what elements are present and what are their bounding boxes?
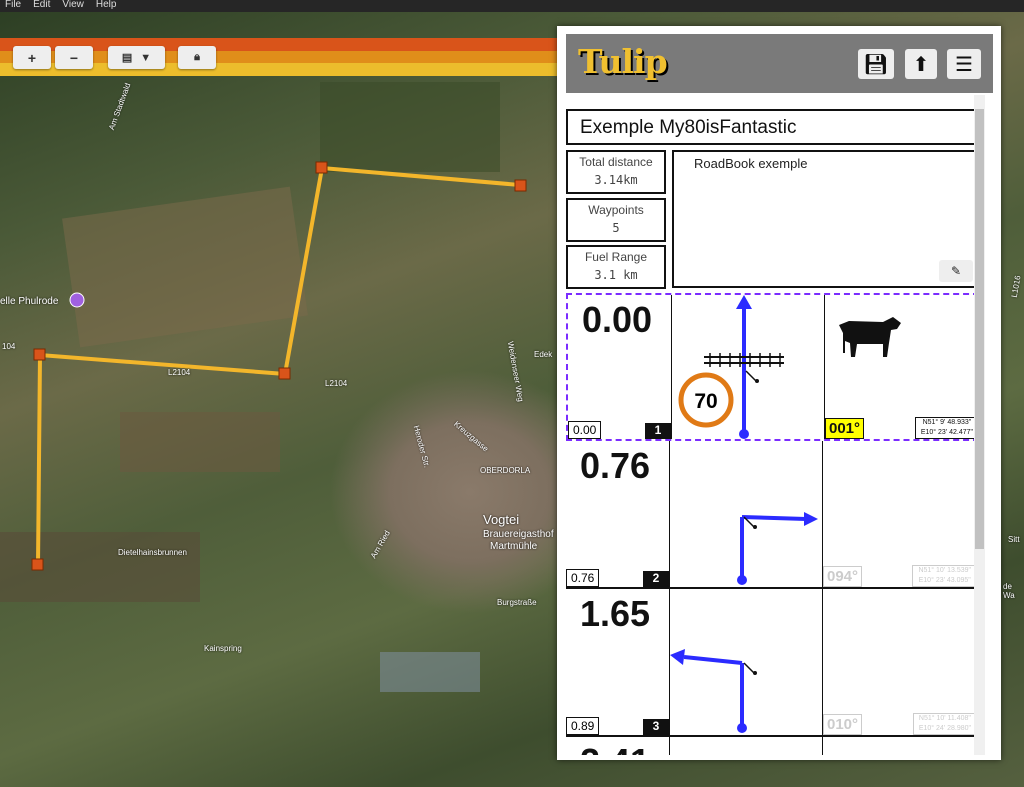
waypoint-row[interactable]: 2.41: [566, 737, 979, 755]
waypoint-row[interactable]: 0.00 0.00 1 70 001° N51° 9' 48.933" E10° 23…: [566, 293, 979, 441]
tulip-start: [739, 429, 749, 439]
map-layers-icon: ▤: [121, 52, 133, 64]
total-distance: 2.41: [580, 741, 650, 755]
save-button[interactable]: 💾︎: [858, 49, 894, 79]
map-label: de Wa: [1003, 582, 1015, 600]
waypoint-marker: [33, 348, 46, 361]
lock-icon: 🔒︎: [194, 51, 200, 63]
total-distance: 0.00: [582, 299, 653, 340]
menu-bar: File Edit View Help: [0, 0, 1024, 12]
speed-limit-value: 70: [694, 390, 717, 413]
stat-value: 5: [612, 221, 620, 235]
route-layer: [31, 161, 527, 571]
poi-marker: [69, 292, 85, 308]
heading: 010°: [823, 714, 863, 735]
save-icon: 💾︎: [863, 53, 889, 76]
waypoint-marker: [31, 558, 44, 571]
railroad-crossing-icon: [704, 353, 784, 367]
edit-description-button[interactable]: ✎: [939, 260, 973, 282]
upload-icon: ⬆: [912, 53, 930, 76]
total-distance: 0.76: [580, 445, 651, 486]
stat-value: 3.14km: [594, 173, 638, 187]
stat-label: Fuel Range: [584, 250, 648, 264]
speed-limit-sign: [678, 372, 734, 428]
map-label: Dietelhainsbrunnen: [118, 548, 187, 557]
scrollbar[interactable]: [974, 95, 985, 755]
zoom-out-button[interactable]: −: [55, 46, 93, 69]
stat-value: 3.1 km: [594, 268, 638, 282]
map-label: Martmühle: [490, 541, 538, 552]
panel-header: Tulip 💾︎ ⬆ ☰: [566, 34, 993, 93]
waypoint-row[interactable]: 0.76 0.76 2 094° N51° 10' 13.539" E10° 23' 4…: [566, 441, 979, 589]
waypoint-marker: [278, 367, 291, 380]
roadbook-description[interactable]: RoadBook exemple ✎: [672, 150, 979, 288]
waypoint-number: 3: [643, 719, 669, 735]
partial-distance: 0.00: [568, 421, 602, 439]
coordinates: N51° 10' 11.408" E10° 24' 28.980": [912, 713, 977, 735]
waypoint-marker: [514, 179, 527, 192]
stat-label: Waypoints: [588, 203, 644, 217]
coordinates: N51° 10' 13.539" E10° 23' 43.095": [912, 565, 977, 587]
menu-view[interactable]: View: [62, 0, 84, 10]
stat-waypoints: Waypoints 5: [566, 198, 666, 242]
total-distance: 1.65: [580, 593, 651, 634]
tulip-logo: Tulip: [578, 42, 668, 81]
menu-file[interactable]: File: [5, 0, 22, 10]
stat-fuel-range: Fuel Range 3.1 km: [566, 245, 666, 289]
roadbook-title[interactable]: Exemple My80isFantastic: [566, 109, 979, 145]
waypoint-number: 2: [643, 571, 669, 587]
map-field: [120, 412, 280, 472]
layers-button[interactable]: ▤ ▼: [108, 46, 165, 69]
map-label: OBERDORLA: [480, 466, 531, 475]
waypoint-row[interactable]: 1.65 0.89 3 010° N51° 10' 11.408" E10° 24' 2…: [566, 589, 979, 737]
map-label: elle Phulrode: [0, 296, 59, 307]
map-label: Brauereigasthof: [483, 529, 554, 540]
tulip-diagram[interactable]: [670, 589, 823, 735]
map-label: 104: [2, 342, 16, 351]
description-text: RoadBook exemple: [694, 156, 808, 171]
stat-total-distance: Total distance 3.14km: [566, 150, 666, 194]
map-label: Edek: [534, 350, 553, 359]
zoom-in-button[interactable]: +: [13, 46, 51, 69]
map-label: Sitt: [1008, 535, 1020, 544]
waypoint-marker: [315, 161, 328, 174]
route-line: [36, 165, 521, 566]
export-button[interactable]: ⬆: [905, 49, 937, 79]
partial-distance: 0.89: [566, 717, 600, 735]
scrollbar-thumb[interactable]: [975, 109, 984, 549]
tulip-diagram[interactable]: [670, 441, 823, 587]
map-label: Burgstraße: [497, 598, 537, 607]
stat-label: Total distance: [579, 155, 653, 169]
waypoint-number: 1: [645, 423, 671, 439]
map-label: L2104: [168, 368, 191, 377]
cow-icon: [839, 317, 901, 357]
roadbook-panel: Tulip 💾︎ ⬆ ☰ Exemple My80isFantastic Tot…: [557, 26, 1001, 760]
lock-button[interactable]: 🔒︎: [178, 46, 216, 69]
map-field: [380, 652, 480, 692]
map-label: L2104: [325, 379, 348, 388]
tulip-diagram[interactable]: 70: [672, 295, 825, 439]
caret-down-icon: ▼: [140, 51, 152, 64]
menu-help[interactable]: Help: [95, 0, 117, 10]
partial-distance: 0.76: [566, 569, 600, 587]
roadbook-scroll[interactable]: Exemple My80isFantastic Total distance 3.…: [566, 95, 993, 755]
menu-edit[interactable]: Edit: [33, 0, 51, 10]
pencil-icon: ✎: [950, 264, 962, 278]
heading: 001°: [825, 418, 865, 439]
coordinates: N51° 9' 48.933" E10° 23' 42.477": [914, 417, 979, 439]
menu-icon: ☰: [955, 53, 973, 76]
heading: 094°: [823, 566, 863, 587]
map-label: Kainspring: [204, 644, 242, 653]
menu-button[interactable]: ☰: [947, 49, 981, 79]
tulip-arrow: [736, 295, 752, 309]
map-field: [320, 82, 500, 172]
map-label: Vogtei: [483, 512, 520, 527]
